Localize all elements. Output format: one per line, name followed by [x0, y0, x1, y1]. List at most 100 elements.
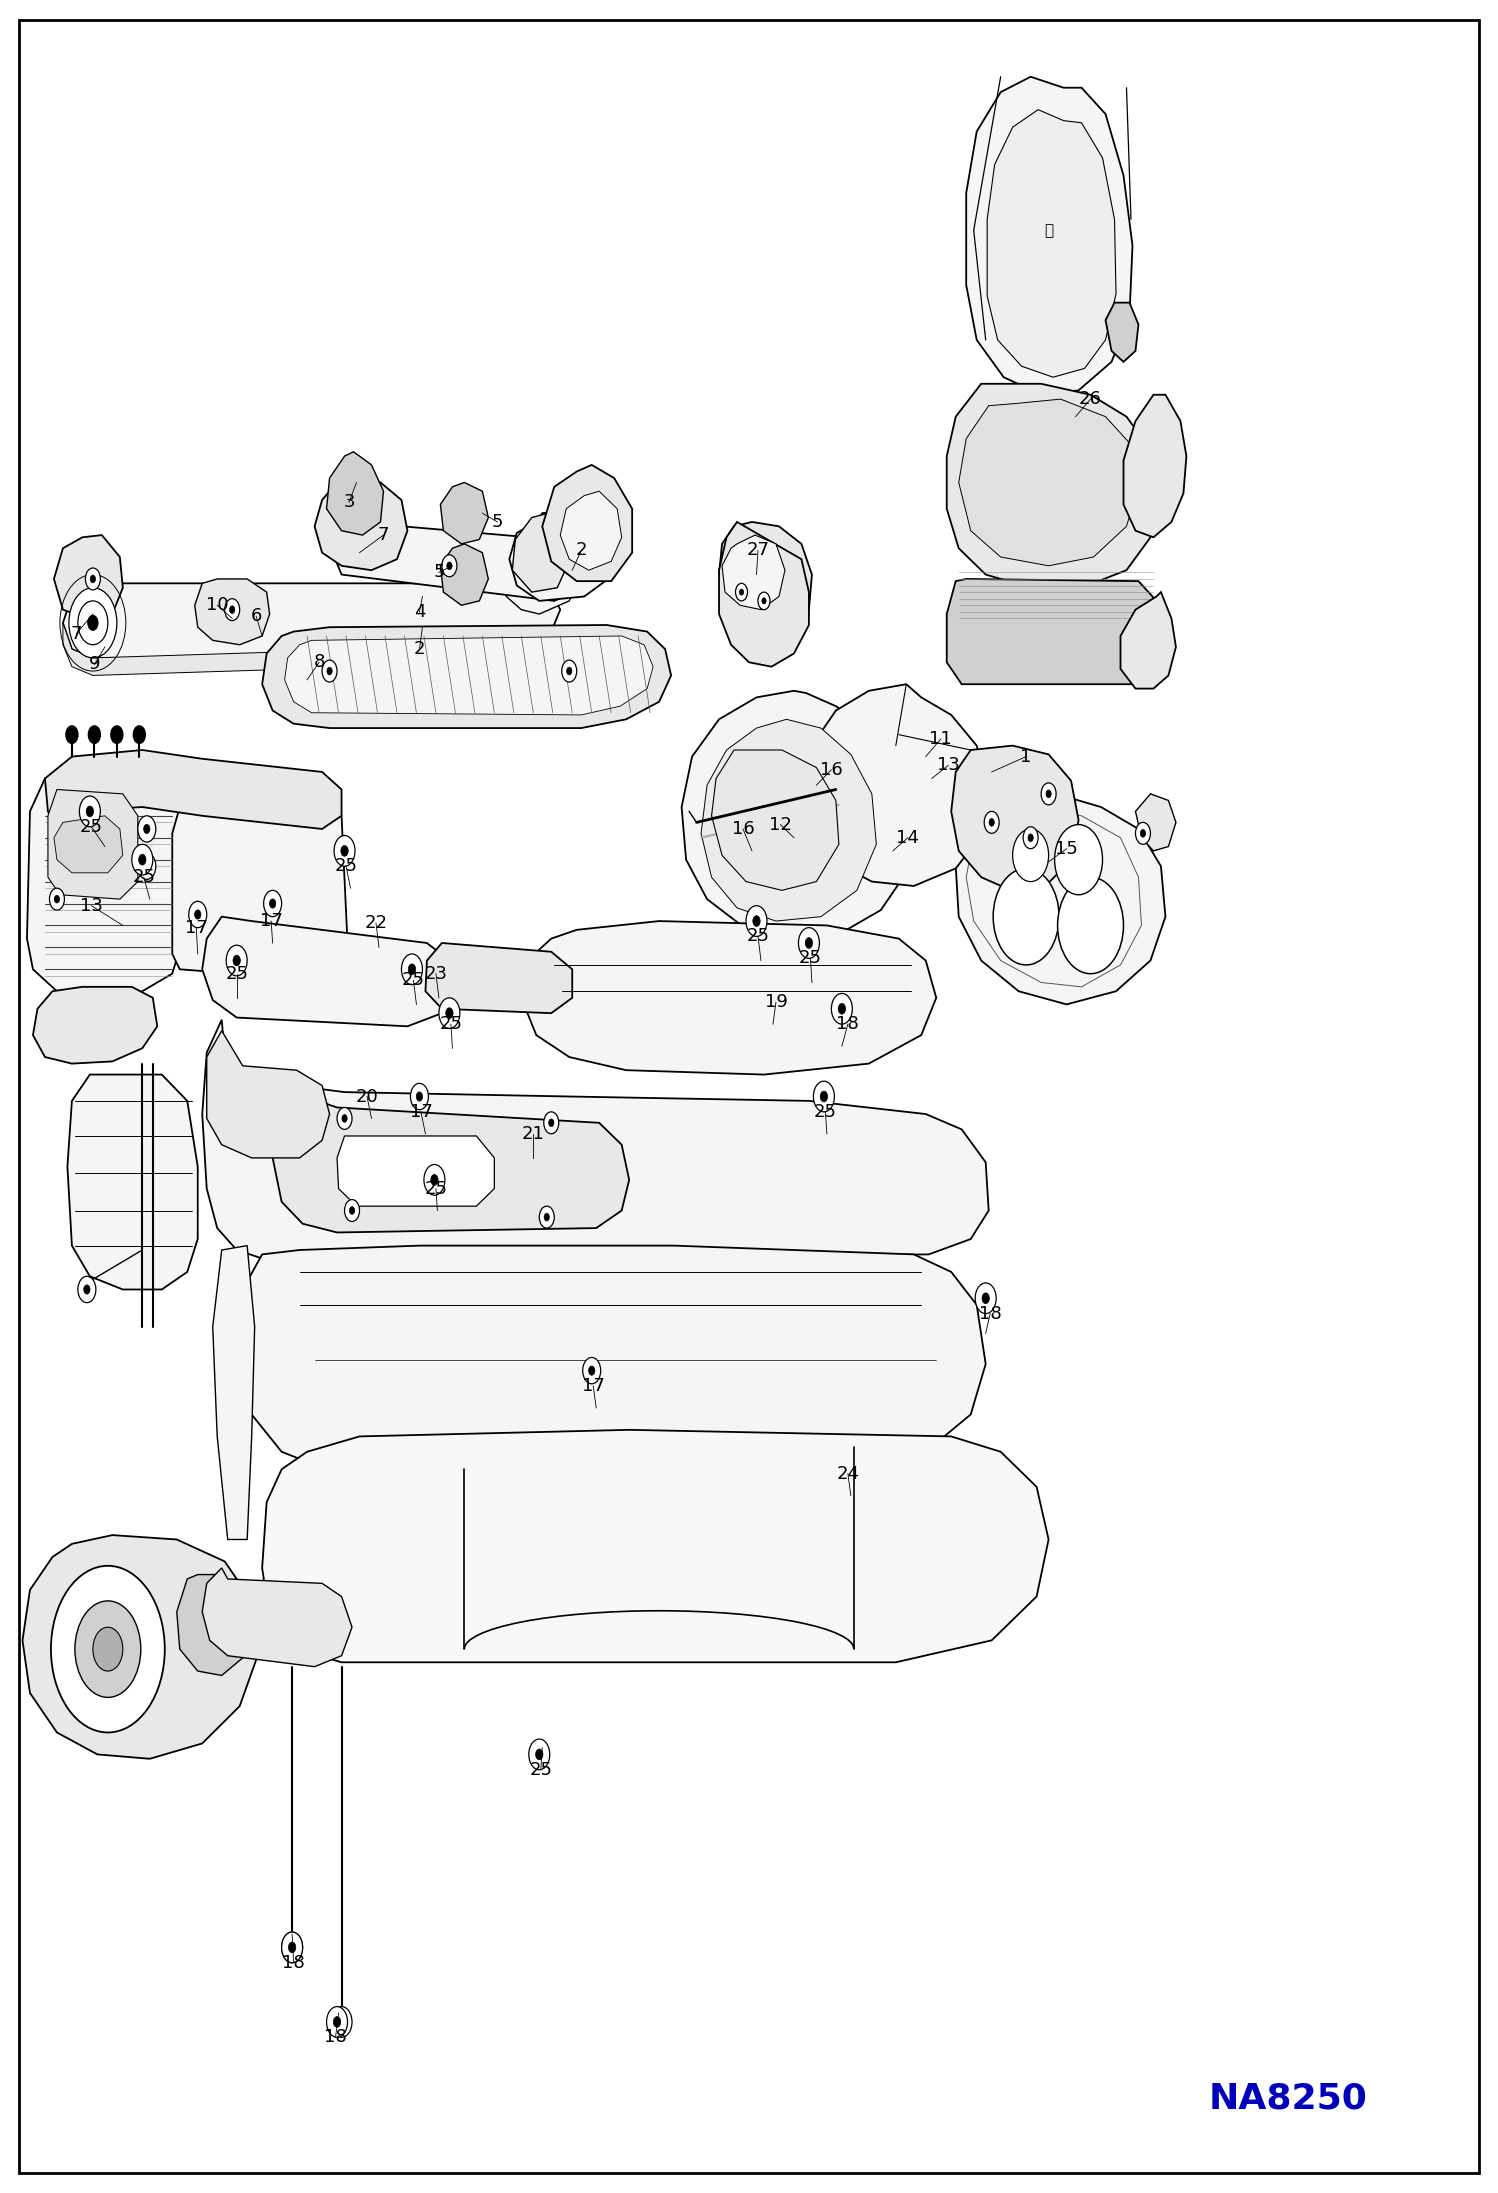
Polygon shape — [947, 384, 1156, 588]
Circle shape — [139, 855, 145, 864]
Circle shape — [144, 862, 150, 871]
Polygon shape — [712, 750, 839, 890]
Circle shape — [66, 726, 78, 743]
Circle shape — [821, 1092, 827, 1101]
Text: 1: 1 — [1020, 748, 1032, 765]
Polygon shape — [54, 816, 123, 873]
Polygon shape — [512, 513, 569, 592]
Circle shape — [813, 1081, 834, 1112]
Circle shape — [229, 605, 235, 614]
Polygon shape — [54, 535, 123, 618]
Circle shape — [327, 667, 333, 675]
Circle shape — [758, 592, 770, 610]
Circle shape — [446, 1009, 452, 1018]
Text: 19: 19 — [764, 993, 788, 1011]
Polygon shape — [987, 110, 1116, 377]
Circle shape — [1028, 833, 1034, 842]
Polygon shape — [22, 1535, 258, 1759]
Text: 7: 7 — [70, 625, 82, 643]
Polygon shape — [48, 789, 138, 899]
Text: 2: 2 — [413, 640, 425, 658]
Circle shape — [132, 844, 153, 875]
Text: 25: 25 — [424, 1180, 448, 1197]
Circle shape — [349, 1206, 355, 1215]
Circle shape — [138, 816, 156, 842]
Circle shape — [806, 939, 812, 947]
Text: 18: 18 — [978, 1305, 1002, 1322]
Text: 17: 17 — [184, 919, 208, 936]
Polygon shape — [63, 623, 560, 675]
Text: 15: 15 — [1055, 840, 1079, 857]
Circle shape — [75, 1601, 141, 1697]
Polygon shape — [560, 491, 622, 570]
Text: 27: 27 — [746, 542, 770, 559]
Circle shape — [424, 1164, 445, 1195]
Text: 26: 26 — [1079, 390, 1103, 408]
Polygon shape — [1124, 395, 1186, 537]
Polygon shape — [719, 522, 812, 636]
Text: 10: 10 — [205, 596, 229, 614]
Polygon shape — [509, 509, 622, 601]
Circle shape — [264, 890, 282, 917]
Circle shape — [282, 1932, 303, 1963]
Circle shape — [133, 726, 145, 743]
Text: 8: 8 — [313, 654, 325, 671]
Text: 3: 3 — [343, 493, 355, 511]
Polygon shape — [1121, 592, 1176, 689]
Circle shape — [85, 568, 100, 590]
Text: 25: 25 — [813, 1103, 837, 1121]
Circle shape — [54, 895, 60, 904]
Text: 7: 7 — [377, 526, 389, 544]
Circle shape — [1058, 877, 1124, 974]
Text: 22: 22 — [364, 914, 388, 932]
Circle shape — [1023, 827, 1038, 849]
Text: 6: 6 — [250, 607, 262, 625]
Circle shape — [289, 1943, 295, 1952]
Polygon shape — [701, 719, 876, 921]
Text: 24: 24 — [836, 1465, 860, 1482]
Polygon shape — [213, 1246, 255, 1539]
Circle shape — [431, 1175, 437, 1184]
Text: 2: 2 — [575, 542, 587, 559]
Circle shape — [226, 945, 247, 976]
Polygon shape — [177, 1575, 252, 1675]
Circle shape — [88, 726, 100, 743]
Polygon shape — [262, 1430, 1049, 1662]
Text: 18: 18 — [324, 2029, 348, 2046]
Polygon shape — [207, 1031, 330, 1158]
Text: 23: 23 — [424, 965, 448, 982]
Circle shape — [539, 1206, 554, 1228]
Text: 5: 5 — [433, 564, 445, 581]
Text: 25: 25 — [132, 868, 156, 886]
Polygon shape — [202, 1568, 352, 1667]
Text: 21: 21 — [521, 1125, 545, 1143]
Text: 9: 9 — [88, 656, 100, 673]
Polygon shape — [956, 794, 1165, 1004]
Circle shape — [331, 2007, 352, 2037]
Circle shape — [322, 660, 337, 682]
Circle shape — [993, 868, 1059, 965]
Circle shape — [289, 1943, 295, 1952]
Polygon shape — [502, 522, 584, 614]
Circle shape — [583, 1357, 601, 1384]
Text: 25: 25 — [439, 1015, 463, 1033]
Polygon shape — [240, 1246, 986, 1474]
Polygon shape — [722, 535, 785, 610]
Text: 11: 11 — [929, 730, 953, 748]
Circle shape — [144, 825, 150, 833]
Text: 13: 13 — [936, 757, 960, 774]
Circle shape — [839, 1004, 845, 1013]
Circle shape — [548, 1118, 554, 1127]
Circle shape — [138, 853, 156, 879]
Circle shape — [416, 1092, 422, 1101]
Circle shape — [762, 599, 765, 603]
Text: 25: 25 — [746, 928, 770, 945]
Polygon shape — [806, 684, 989, 886]
Polygon shape — [273, 1092, 629, 1232]
Circle shape — [446, 561, 452, 570]
Circle shape — [1135, 822, 1150, 844]
Circle shape — [544, 1213, 550, 1222]
Polygon shape — [719, 522, 809, 667]
Circle shape — [410, 1083, 428, 1110]
Text: 17: 17 — [409, 1103, 433, 1121]
